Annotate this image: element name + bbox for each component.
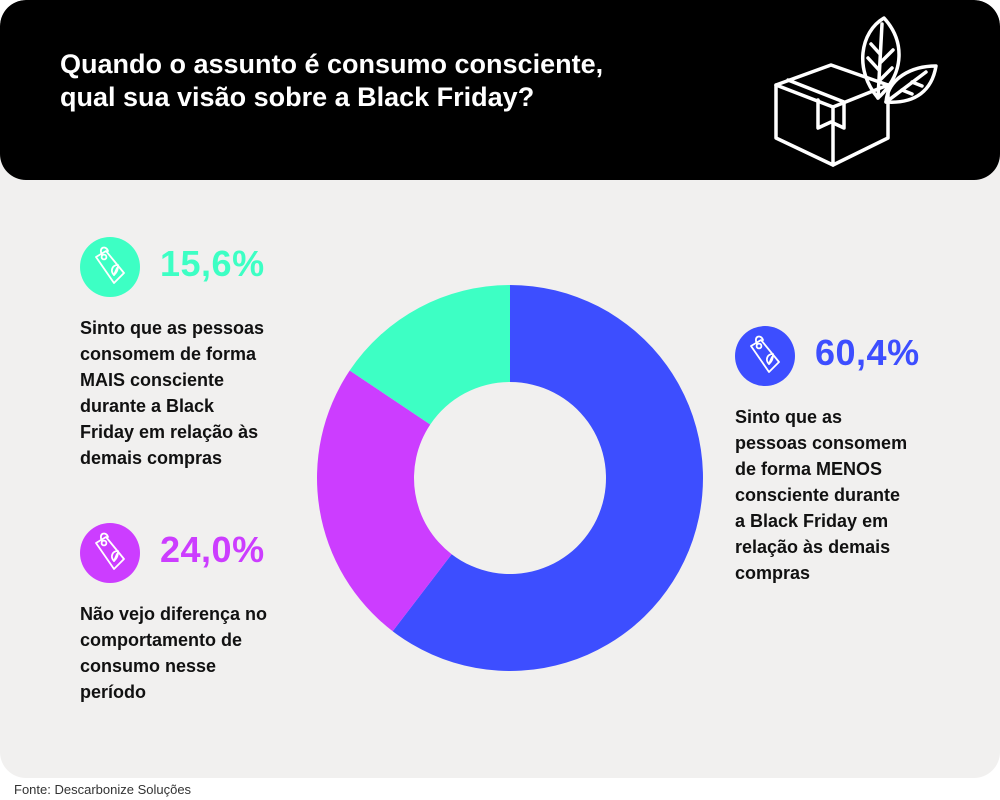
slice-sem-diferenca (316, 370, 452, 632)
tag-badge (735, 326, 795, 386)
description-line: demais compras (80, 448, 223, 468)
description-line: consumo nesse (80, 656, 217, 676)
tag-leaf-icon (750, 335, 780, 373)
description-line: pessoas consomem (735, 433, 908, 453)
stat-mais-consciente: 15,6% Sinto que as pessoas consomem de f… (80, 237, 320, 477)
header-banner: Quando o assunto é consumo consciente, q… (0, 0, 1000, 180)
tag-leaf-icon (95, 246, 125, 284)
description-line: consciente durante (735, 485, 901, 505)
source-note: Fonte: Descarbonize Soluções (14, 782, 192, 797)
tag-leaf-icon (95, 532, 125, 570)
description-line: comportamento de (80, 630, 243, 650)
description-line: a Black Friday em (735, 511, 889, 531)
title-line: Quando o assunto é consumo consciente, (60, 49, 604, 79)
donut-chart (316, 285, 704, 671)
infographic-card: Quando o assunto é consumo consciente, q… (0, 0, 1000, 778)
description-line: consomem de forma (80, 344, 257, 364)
title-line: qual sua visão sobre a Black Friday? (60, 82, 535, 112)
page-title: Quando o assunto é consumo consciente, q… (60, 48, 740, 114)
percentage-label: 60,4% (815, 332, 920, 373)
stat-sem-diferenca: 24,0% Não vejo diferença no comportament… (80, 523, 320, 723)
percentage-label: 24,0% (160, 529, 265, 570)
description-line: Friday em relação às (80, 422, 259, 442)
percentage-label: 15,6% (160, 243, 265, 284)
description-line: durante a Black (80, 396, 215, 416)
description-line: Não vejo diferença no (80, 604, 268, 624)
box-with-leaves-icon (774, 16, 938, 167)
slice-menos-consciente (392, 285, 704, 671)
stat-description: Sinto que as pessoas consomem de forma M… (80, 315, 264, 471)
description-line: Sinto que as (735, 407, 843, 427)
stat-menos-consciente: 60,4% Sinto que as pessoas consomem de f… (735, 326, 975, 586)
description-line: período (80, 682, 146, 702)
tag-badge (80, 523, 140, 583)
description-line: MAIS consciente (80, 370, 225, 390)
description-line: compras (735, 563, 811, 583)
tag-badge (80, 237, 140, 297)
stat-description: Sinto que as pessoas consomem de forma M… (735, 404, 907, 586)
description-line: Sinto que as pessoas (80, 318, 265, 338)
stat-description: Não vejo diferença no comportamento de c… (80, 601, 267, 705)
description-line: de forma MENOS (735, 459, 883, 479)
description-line: relação às demais (735, 537, 891, 557)
slice-mais-consciente (349, 285, 510, 425)
